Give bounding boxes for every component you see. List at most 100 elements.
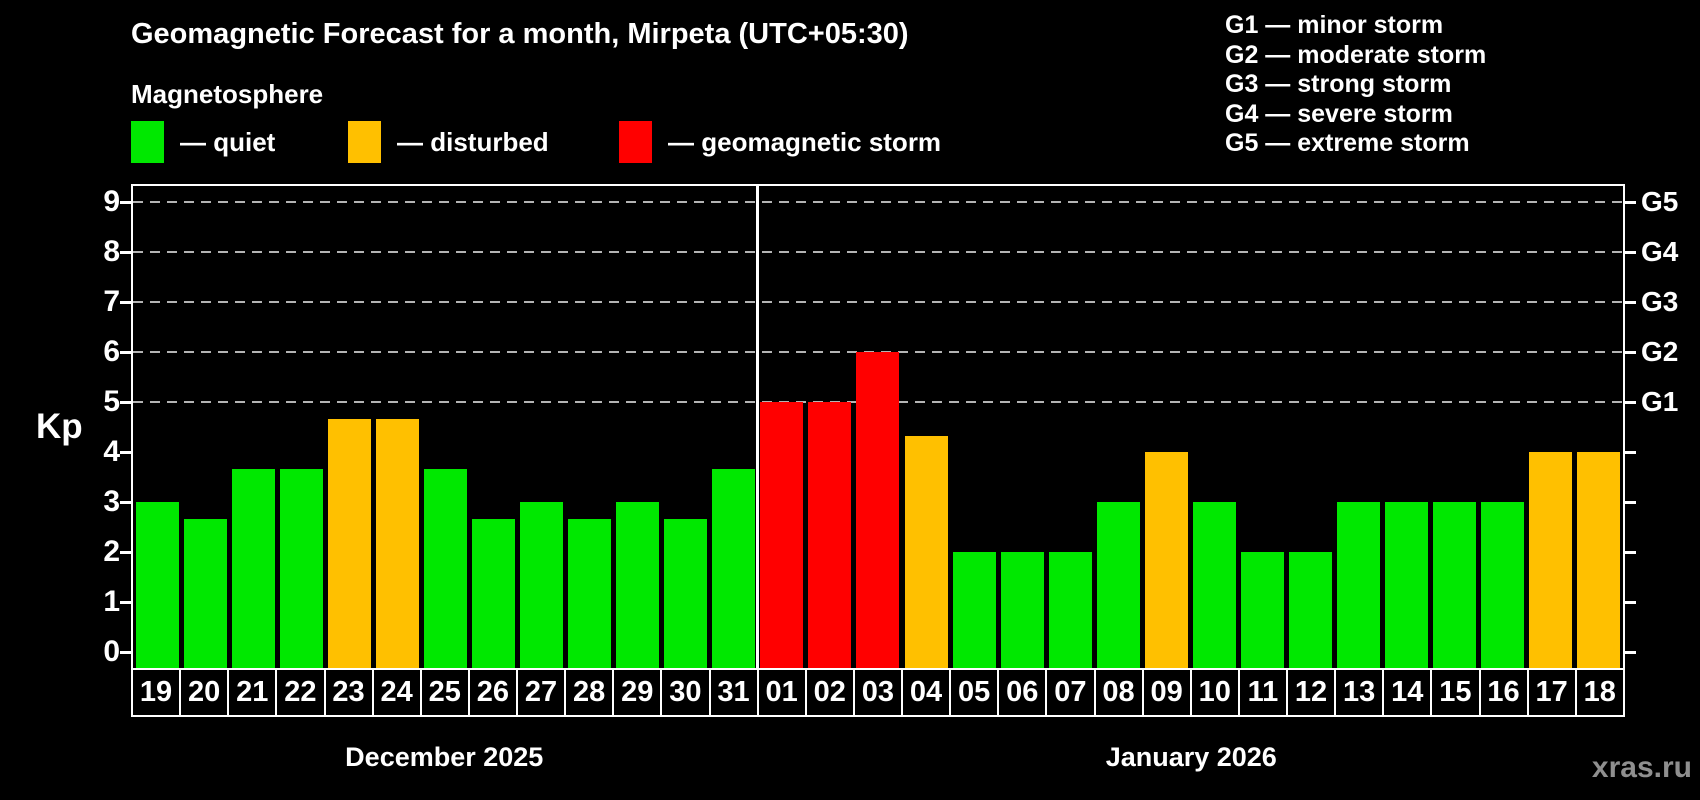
- legend-label-disturbed: — disturbed: [397, 126, 549, 157]
- x-tick-label-20: 20: [181, 670, 230, 715]
- y-tick-left-6: [120, 351, 131, 354]
- y-tick-left-4: [120, 451, 131, 454]
- bar-slot-14: [1383, 186, 1431, 668]
- right-axis-label-g2: G2: [1641, 336, 1679, 367]
- kp-bar-24-disturbed: [375, 418, 419, 668]
- bar-slot-06: [998, 186, 1046, 668]
- bar-slot-12: [1287, 186, 1335, 668]
- x-tick-label-02: 02: [807, 670, 855, 715]
- kp-bar-25-quiet: [423, 468, 467, 668]
- y-tick-left-1: [120, 601, 131, 604]
- kp-bar-21-quiet: [231, 468, 275, 668]
- disturbed-color-swatch: [348, 121, 381, 163]
- month-divider: [756, 186, 760, 668]
- y-tick-right-3: [1625, 501, 1636, 504]
- gridline-kp-7: [133, 301, 1623, 303]
- y-tick-left-2: [120, 551, 131, 554]
- kp-bar-08-quiet: [1096, 502, 1140, 668]
- bar-slot-08: [1094, 186, 1142, 668]
- bar-slot-02: [806, 186, 854, 668]
- bar-slot-27: [518, 186, 566, 668]
- x-tick-label-26: 26: [470, 670, 518, 715]
- y-tick-label-1: 1: [103, 585, 120, 618]
- x-tick-label-09: 09: [1144, 670, 1192, 715]
- bar-slot-21: [229, 186, 277, 668]
- y-tick-right-2: [1625, 551, 1636, 554]
- month-label-0: December 2025: [345, 742, 544, 772]
- storm-scale-item-g4: G4 — severe storm: [1225, 99, 1453, 128]
- y-tick-label-5: 5: [103, 385, 120, 418]
- y-tick-label-8: 8: [103, 235, 120, 268]
- x-tick-label-12: 12: [1288, 670, 1337, 715]
- kp-bar-17-disturbed: [1529, 452, 1573, 668]
- right-axis-label-g1: G1: [1641, 386, 1679, 417]
- storm-scale-item-g1: G1 — minor storm: [1225, 11, 1444, 39]
- x-tick-label-25: 25: [422, 670, 470, 715]
- plot-area: [131, 184, 1625, 668]
- kp-bar-05-quiet: [952, 552, 996, 668]
- chart-title: Geomagnetic Forecast for a month, Mirpet…: [131, 18, 909, 50]
- y-tick-left-8: [120, 251, 131, 254]
- right-axis-label-g4: G4: [1641, 236, 1679, 267]
- quiet-color-swatch: [131, 121, 164, 163]
- kp-bar-12-quiet: [1289, 552, 1333, 668]
- kp-bar-06-quiet: [1000, 552, 1044, 668]
- kp-bar-19-quiet: [135, 502, 179, 668]
- x-tick-label-28: 28: [566, 670, 615, 715]
- bar-slot-19: [133, 186, 181, 668]
- y-tick-label-0: 0: [103, 635, 120, 668]
- kp-bar-13-quiet: [1337, 502, 1381, 668]
- y-tick-label-9: 9: [103, 185, 120, 218]
- x-tick-label-19: 19: [133, 670, 182, 715]
- bar-slot-20: [181, 186, 229, 668]
- bar-slot-30: [662, 186, 710, 668]
- kp-bar-16-quiet: [1481, 502, 1525, 668]
- watermark: xras.ru: [1591, 751, 1692, 784]
- bar-slot-25: [421, 186, 469, 668]
- bar-slot-05: [950, 186, 998, 668]
- x-tick-label-24: 24: [374, 670, 422, 715]
- kp-bar-27-quiet: [520, 502, 564, 668]
- right-axis-label-g3: G3: [1641, 286, 1679, 317]
- kp-bar-04-disturbed: [904, 435, 948, 668]
- bar-slot-07: [1046, 186, 1094, 668]
- bar-slot-22: [277, 186, 325, 668]
- storm-scale-item-g3: G3 — strong storm: [1225, 70, 1452, 98]
- x-tick-label-17: 17: [1529, 670, 1577, 715]
- bar-slot-24: [373, 186, 421, 668]
- x-tick-label-05: 05: [951, 670, 1000, 715]
- y-tick-left-9: [120, 201, 131, 204]
- legend-label-storm: — geomagnetic storm: [668, 126, 942, 157]
- bar-slot-23: [325, 186, 373, 668]
- x-tick-label-23: 23: [326, 670, 374, 715]
- kp-bar-23-disturbed: [327, 418, 371, 668]
- y-tick-label-2: 2: [103, 535, 120, 568]
- storm-color-swatch: [619, 121, 652, 163]
- kp-bar-01-storm: [760, 402, 804, 668]
- bar-slot-11: [1238, 186, 1286, 668]
- y-tick-right-6: [1625, 351, 1636, 354]
- x-tick-label-08: 08: [1096, 670, 1144, 715]
- y-tick-left-0: [120, 651, 131, 654]
- y-tick-right-4: [1625, 451, 1636, 454]
- y-tick-right-8: [1625, 251, 1636, 254]
- bar-slot-09: [1142, 186, 1190, 668]
- kp-bar-31-quiet: [712, 468, 756, 668]
- x-tick-label-04: 04: [903, 670, 952, 715]
- x-tick-label-16: 16: [1481, 670, 1529, 715]
- kp-bar-28-quiet: [568, 518, 612, 668]
- x-tick-label-14: 14: [1384, 670, 1433, 715]
- bar-slot-16: [1479, 186, 1527, 668]
- y-tick-right-0: [1625, 651, 1636, 654]
- x-tick-label-27: 27: [518, 670, 567, 715]
- x-tick-label-10: 10: [1192, 670, 1240, 715]
- y-tick-label-3: 3: [103, 485, 120, 518]
- legend-label-quiet: — quiet: [180, 126, 276, 157]
- kp-bar-11-quiet: [1240, 552, 1284, 668]
- kp-bar-22-quiet: [279, 468, 323, 668]
- y-tick-label-7: 7: [103, 285, 120, 318]
- x-tick-label-01: 01: [759, 670, 807, 715]
- y-tick-right-7: [1625, 301, 1636, 304]
- y-tick-left-3: [120, 501, 131, 504]
